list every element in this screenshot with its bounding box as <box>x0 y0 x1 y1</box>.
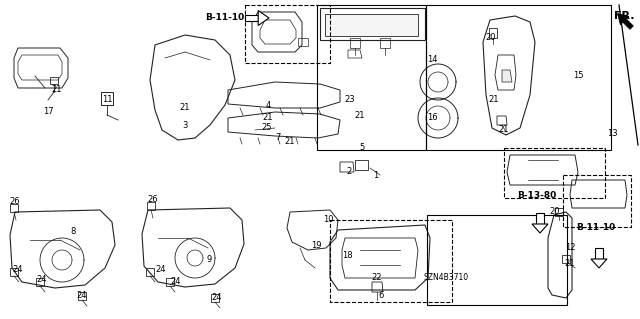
Text: 2: 2 <box>346 167 351 176</box>
Text: 23: 23 <box>345 95 355 105</box>
Bar <box>317 5 426 150</box>
Text: 21: 21 <box>52 85 62 94</box>
Polygon shape <box>245 15 258 21</box>
Text: FR.: FR. <box>614 11 634 21</box>
Text: 6: 6 <box>378 292 384 300</box>
Text: 21: 21 <box>564 258 575 268</box>
Text: 24: 24 <box>171 278 181 286</box>
Text: 19: 19 <box>311 241 321 249</box>
Text: 25: 25 <box>262 123 272 132</box>
Text: 9: 9 <box>206 256 212 264</box>
Text: 7: 7 <box>275 133 281 143</box>
Text: 20: 20 <box>550 207 560 217</box>
Bar <box>427 215 567 305</box>
Text: 24: 24 <box>77 291 87 300</box>
Text: 21: 21 <box>355 110 365 120</box>
Text: 24: 24 <box>13 265 23 275</box>
Text: 21: 21 <box>489 95 499 105</box>
Text: 4: 4 <box>266 100 271 109</box>
Text: 22: 22 <box>372 273 382 283</box>
Text: 14: 14 <box>427 56 437 64</box>
Bar <box>330 220 452 302</box>
Text: 21: 21 <box>499 125 509 135</box>
Text: B-11-10: B-11-10 <box>205 13 244 23</box>
Text: 26: 26 <box>148 196 158 204</box>
Text: 5: 5 <box>360 144 365 152</box>
Text: SZN4B3710: SZN4B3710 <box>424 273 468 283</box>
Bar <box>504 148 605 198</box>
Text: 24: 24 <box>36 276 47 285</box>
Polygon shape <box>502 70 512 82</box>
Bar <box>245 5 330 63</box>
Polygon shape <box>618 13 634 29</box>
Text: 10: 10 <box>323 216 333 225</box>
Text: 8: 8 <box>70 227 76 236</box>
Text: 24: 24 <box>212 293 222 301</box>
Text: 18: 18 <box>342 250 352 259</box>
Text: 13: 13 <box>607 130 618 138</box>
Text: 26: 26 <box>10 197 20 206</box>
Text: 21: 21 <box>180 103 190 113</box>
Text: B-13-80: B-13-80 <box>517 190 557 199</box>
Text: 12: 12 <box>564 243 575 253</box>
Bar <box>563 175 631 227</box>
Polygon shape <box>536 213 543 224</box>
Polygon shape <box>325 14 418 36</box>
Text: 1: 1 <box>373 170 379 180</box>
Text: B-11-10: B-11-10 <box>577 224 616 233</box>
Text: 15: 15 <box>573 70 583 79</box>
Text: 24: 24 <box>156 265 166 275</box>
Text: 17: 17 <box>43 108 53 116</box>
Text: 20: 20 <box>486 33 496 42</box>
Text: 21: 21 <box>285 137 295 146</box>
Bar <box>426 5 611 150</box>
Polygon shape <box>258 11 269 26</box>
Polygon shape <box>595 248 603 259</box>
Polygon shape <box>532 224 548 233</box>
Text: 21: 21 <box>263 114 273 122</box>
Polygon shape <box>591 259 607 268</box>
Text: 3: 3 <box>182 121 188 130</box>
Text: 16: 16 <box>427 114 437 122</box>
Text: 11: 11 <box>102 95 112 105</box>
